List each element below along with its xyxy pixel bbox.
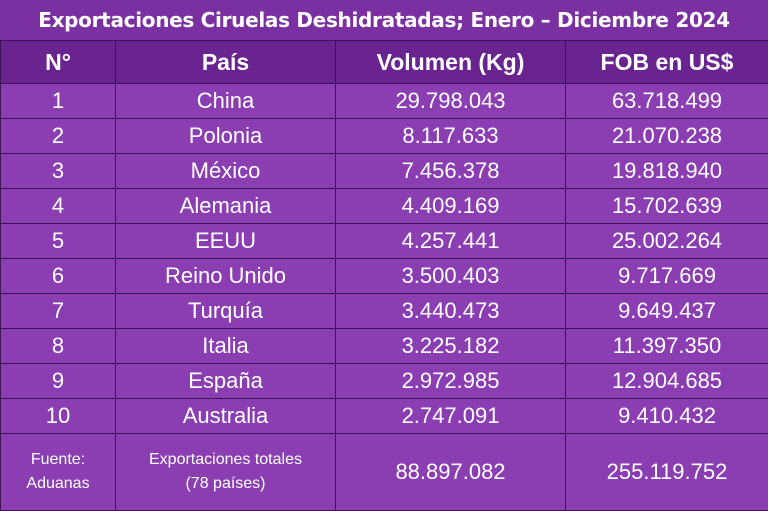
cell-country: Alemania xyxy=(116,189,336,224)
cell-country: México xyxy=(116,154,336,189)
cell-fob: 9.649.437 xyxy=(566,294,768,329)
header-row: N° País Volumen (Kg) FOB en US$ xyxy=(1,41,768,84)
cell-fob: 21.070.238 xyxy=(566,119,768,154)
total-label-cell: Exportaciones totales (78 países) xyxy=(116,434,336,511)
cell-fob: 25.002.264 xyxy=(566,224,768,259)
cell-volume: 2.972.985 xyxy=(336,364,566,399)
cell-country: Turquía xyxy=(116,294,336,329)
cell-volume: 8.117.633 xyxy=(336,119,566,154)
source-line-2: Aduanas xyxy=(1,472,115,496)
cell-volume: 3.225.182 xyxy=(336,329,566,364)
cell-number: 10 xyxy=(1,399,116,434)
table-header: N° País Volumen (Kg) FOB en US$ xyxy=(1,41,768,84)
cell-country: Polonia xyxy=(116,119,336,154)
cell-number: 4 xyxy=(1,189,116,224)
cell-number: 3 xyxy=(1,154,116,189)
cell-number: 5 xyxy=(1,224,116,259)
cell-volume: 4.257.441 xyxy=(336,224,566,259)
cell-fob: 11.397.350 xyxy=(566,329,768,364)
table-footer: Fuente: Aduanas Exportaciones totales (7… xyxy=(1,434,768,511)
header-number: N° xyxy=(1,41,116,84)
cell-number: 9 xyxy=(1,364,116,399)
cell-number: 7 xyxy=(1,294,116,329)
cell-fob: 19.818.940 xyxy=(566,154,768,189)
total-label-line-1: Exportaciones totales xyxy=(116,448,335,472)
cell-country: EEUU xyxy=(116,224,336,259)
cell-country: Australia xyxy=(116,399,336,434)
header-volume: Volumen (Kg) xyxy=(336,41,566,84)
totals-row: Fuente: Aduanas Exportaciones totales (7… xyxy=(1,434,768,511)
cell-fob: 15.702.639 xyxy=(566,189,768,224)
cell-fob: 9.717.669 xyxy=(566,259,768,294)
cell-number: 6 xyxy=(1,259,116,294)
total-fob: 255.119.752 xyxy=(566,434,768,511)
total-volume: 88.897.082 xyxy=(336,434,566,511)
source-cell: Fuente: Aduanas xyxy=(1,434,116,511)
cell-fob: 12.904.685 xyxy=(566,364,768,399)
cell-country: España xyxy=(116,364,336,399)
source-line-1: Fuente: xyxy=(1,448,115,472)
cell-number: 2 xyxy=(1,119,116,154)
cell-volume: 3.440.473 xyxy=(336,294,566,329)
cell-volume: 29.798.043 xyxy=(336,84,566,119)
cell-volume: 4.409.169 xyxy=(336,189,566,224)
header-fob: FOB en US$ xyxy=(566,41,768,84)
table-title: Exportaciones Ciruelas Deshidratadas; En… xyxy=(0,0,768,40)
header-country: País xyxy=(116,41,336,84)
cell-volume: 3.500.403 xyxy=(336,259,566,294)
cell-fob: 63.718.499 xyxy=(566,84,768,119)
cell-volume: 7.456.378 xyxy=(336,154,566,189)
cell-number: 1 xyxy=(1,84,116,119)
cell-country: China xyxy=(116,84,336,119)
total-label-line-2: (78 países) xyxy=(116,472,335,496)
cell-country: Reino Unido xyxy=(116,259,336,294)
cell-fob: 9.410.432 xyxy=(566,399,768,434)
cell-number: 8 xyxy=(1,329,116,364)
cell-volume: 2.747.091 xyxy=(336,399,566,434)
cell-country: Italia xyxy=(116,329,336,364)
